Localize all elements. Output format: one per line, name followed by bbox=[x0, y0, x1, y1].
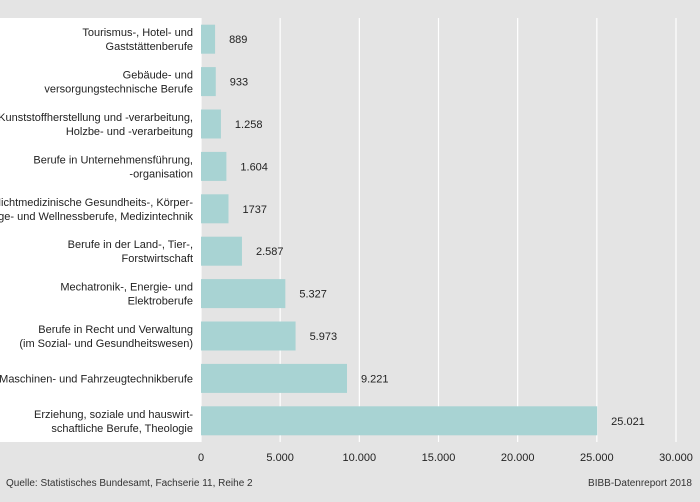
category-label-line: Gaststättenberufe bbox=[106, 41, 193, 53]
category-label-line: (im Sozial- und Gesundheitswesen) bbox=[19, 338, 193, 350]
label-panel bbox=[0, 18, 201, 442]
category-label-line: Kunststoffherstellung und -verarbeitung, bbox=[0, 112, 193, 124]
category-label-line: Berufe in Unternehmensführung, bbox=[33, 154, 193, 166]
data-label: 933 bbox=[230, 77, 248, 89]
bar bbox=[201, 151, 227, 181]
category-label: Maschinen- und Fahrzeugtechnikberufe bbox=[0, 373, 193, 385]
data-label: 1737 bbox=[243, 204, 267, 216]
x-tick-label: 15.000 bbox=[422, 452, 456, 464]
bar bbox=[201, 363, 347, 393]
x-tick-label: 25.000 bbox=[580, 452, 614, 464]
data-label: 1.258 bbox=[235, 119, 263, 131]
category-label: Berufe in Recht und Verwaltung (im Sozial… bbox=[19, 324, 193, 350]
x-tick-label: 5.000 bbox=[266, 452, 294, 464]
category-label-line: Berufe in der Land-, Tier-, bbox=[68, 239, 193, 251]
category-label: Tourismus-, Hotel- und Gaststättenberufe bbox=[82, 27, 193, 53]
source-note: Quelle: Statistisches Bundesamt, Fachser… bbox=[6, 478, 253, 489]
category-label: Kunststoffherstellung und -verarbeitung,… bbox=[0, 112, 193, 138]
category-label: Berufe in der Land-, Tier-, Forstwirtscha… bbox=[68, 239, 193, 265]
bar bbox=[201, 194, 229, 224]
bar bbox=[201, 236, 242, 266]
x-tick-label: 10.000 bbox=[343, 452, 377, 464]
category-label-line: -organisation bbox=[129, 168, 193, 180]
data-label: 5.327 bbox=[299, 289, 327, 301]
bar bbox=[201, 406, 598, 436]
bar bbox=[201, 321, 296, 351]
data-label: 2.587 bbox=[256, 246, 284, 258]
category-label: Berufe in Unternehmensführung, -organisat… bbox=[33, 154, 193, 180]
bar bbox=[201, 109, 221, 139]
category-label: Mechatronik-, Energie- und Elektroberufe bbox=[60, 282, 193, 308]
data-label: 25.021 bbox=[611, 416, 645, 428]
data-label: 9.221 bbox=[361, 373, 389, 385]
data-label: 5.973 bbox=[310, 331, 338, 343]
category-label: Gebäude- und versorgungstechnische Berufe bbox=[44, 70, 193, 96]
category-label-line: schaftliche Berufe, Theologie bbox=[51, 423, 193, 435]
bar bbox=[201, 67, 216, 97]
bar bbox=[201, 24, 216, 54]
category-label-line: Maschinen- und Fahrzeugtechnikberufe bbox=[0, 373, 193, 385]
category-label-line: Berufe in Recht und Verwaltung bbox=[38, 324, 193, 336]
category-label-line: pflege- und Wellnessberufe, Medizintechn… bbox=[0, 211, 193, 223]
x-tick-label: 30.000 bbox=[659, 452, 693, 464]
category-label-line: Erziehung, soziale und hauswirt- bbox=[34, 409, 193, 421]
category-label-line: Forstwirtschaft bbox=[121, 253, 193, 265]
category-label-line: Mechatronik-, Energie- und bbox=[60, 282, 193, 294]
category-label: Erziehung, soziale und hauswirt-schaftli… bbox=[34, 409, 193, 435]
category-label-line: Gebäude- und bbox=[123, 70, 193, 82]
category-label-line: Tourismus-, Hotel- und bbox=[82, 27, 193, 39]
category-label-line: Nichtmedizinische Gesundheits-, Körper- bbox=[0, 197, 193, 209]
category-label-line: versorgungstechnische Berufe bbox=[44, 84, 193, 96]
data-label: 1.604 bbox=[240, 161, 268, 173]
category-label: Nichtmedizinische Gesundheits-, Körper-p… bbox=[0, 197, 193, 223]
bar bbox=[201, 279, 286, 309]
x-tick-label: 20.000 bbox=[501, 452, 535, 464]
category-label-line: Elektroberufe bbox=[128, 296, 193, 308]
x-tick-label: 0 bbox=[198, 452, 204, 464]
data-label: 889 bbox=[229, 34, 247, 46]
category-label-line: Holzbe- und -verarbeitung bbox=[66, 126, 193, 138]
report-credit: BIBB-Datenreport 2018 bbox=[588, 478, 692, 489]
